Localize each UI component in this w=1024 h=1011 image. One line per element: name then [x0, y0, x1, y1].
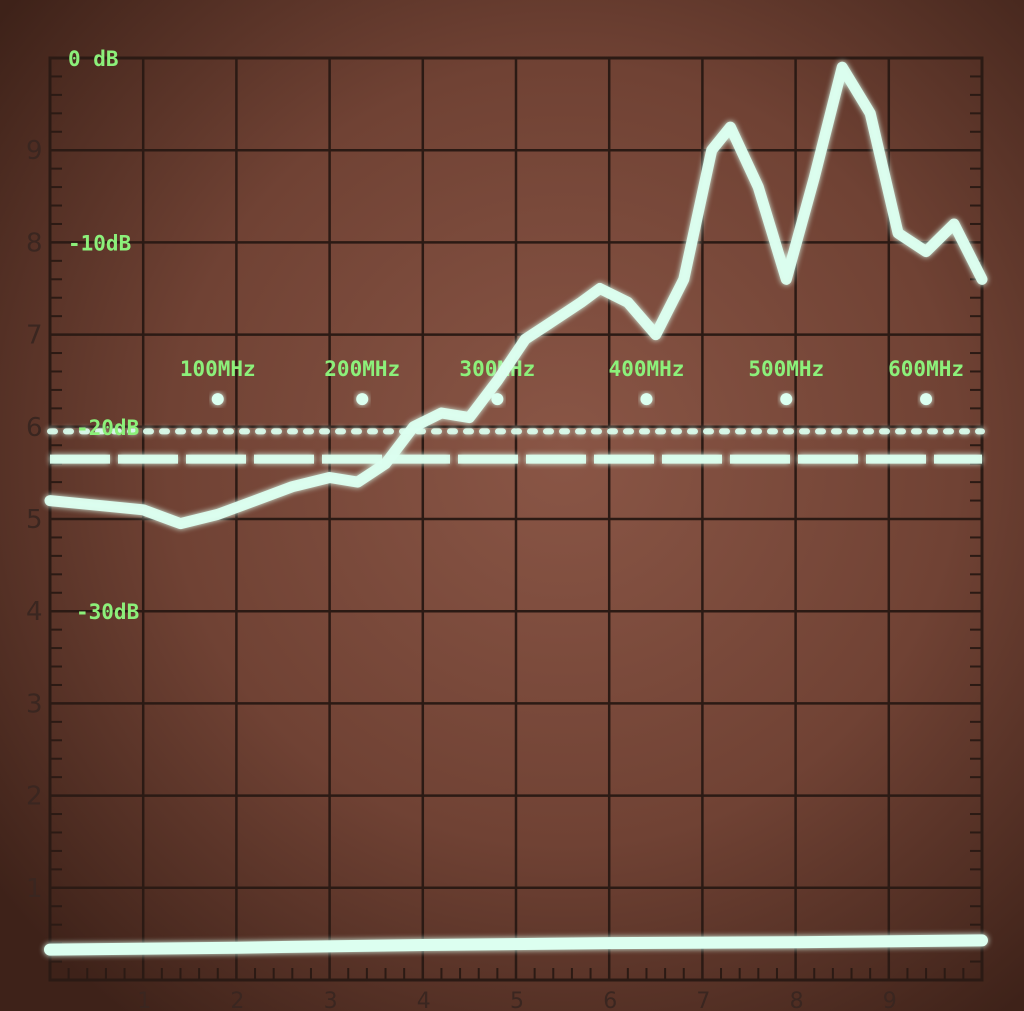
- frequency-label: 200MHz: [324, 357, 400, 381]
- x-tick-label: 4: [417, 989, 431, 1011]
- frequency-label: 600MHz: [888, 357, 964, 381]
- frequency-label: 400MHz: [609, 357, 685, 381]
- y-tick-label: 8: [26, 228, 43, 258]
- frequency-marker-dot: [356, 393, 369, 406]
- frequency-marker-dot: [920, 393, 933, 406]
- x-tick-label: 7: [696, 989, 710, 1011]
- db-label: -10dB: [68, 231, 131, 255]
- x-tick-labels: 1 2 3 4 5 6 7 8 9: [137, 989, 897, 1011]
- frequency-markers: 100MHz 200MHz 300MHz 400MHz 500MHz 600MHz: [180, 357, 964, 406]
- baseline-trace: [44, 934, 988, 956]
- x-tick-label: 5: [510, 989, 524, 1011]
- db-label: 0 dB: [68, 47, 119, 71]
- x-tick-label: 3: [324, 989, 338, 1011]
- y-tick-label: 3: [26, 689, 43, 719]
- frequency-marker-dot: [640, 393, 653, 406]
- x-tick-label: 9: [883, 989, 897, 1011]
- response-trace: [44, 61, 988, 530]
- y-tick-label: 9: [26, 136, 43, 166]
- graticule-ticks: [50, 75, 982, 980]
- frequency-label: 500MHz: [748, 357, 824, 381]
- db-label: -30dB: [76, 600, 139, 624]
- x-tick-label: 6: [603, 989, 617, 1011]
- db-label: -20dB: [76, 416, 139, 440]
- y-tick-label: 7: [26, 321, 43, 351]
- y-tick-label: 5: [26, 505, 43, 535]
- frequency-marker-dot: [211, 393, 224, 406]
- y-tick-label: 4: [26, 597, 43, 627]
- frequency-marker-dot: [780, 393, 793, 406]
- x-tick-label: 1: [137, 989, 151, 1011]
- frequency-label: 100MHz: [180, 357, 256, 381]
- frequency-marker-dot: [491, 393, 504, 406]
- x-tick-label: 8: [790, 989, 804, 1011]
- y-tick-label: 1: [26, 874, 43, 904]
- db-labels: 0 dB -10dB -20dB -30dB: [68, 47, 139, 624]
- x-tick-label: 2: [230, 989, 244, 1011]
- y-tick-label: 6: [26, 413, 43, 443]
- y-tick-labels: 1 2 3 4 5 6 7 8 9: [26, 136, 43, 904]
- traces: [44, 61, 988, 956]
- y-tick-label: 2: [26, 782, 43, 812]
